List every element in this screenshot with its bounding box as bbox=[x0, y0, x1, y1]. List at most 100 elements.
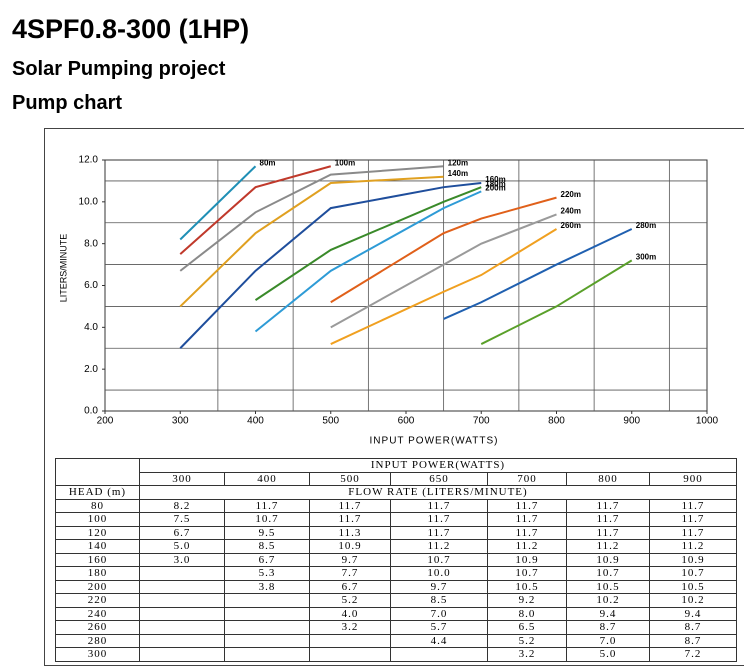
column-group-header: INPUT POWER(WATTS) bbox=[139, 458, 737, 473]
table-row: 80 8.2 11.7 11.7 11.7 11.7 11.7 11.7 bbox=[55, 498, 737, 513]
table-row: 200 3.8 6.7 9.7 10.5 10.5 10.5 bbox=[55, 579, 737, 594]
flow-cell bbox=[390, 647, 488, 662]
flow-cell: 11.2 bbox=[649, 539, 737, 554]
flow-cell: 11.2 bbox=[487, 539, 567, 554]
head-cell: 140 bbox=[55, 539, 140, 554]
series-line bbox=[443, 228, 633, 320]
table-row: 220 5.2 8.5 9.2 10.2 10.2 bbox=[55, 593, 737, 608]
series-label: 100m bbox=[335, 158, 355, 167]
flow-cell bbox=[139, 606, 225, 621]
flow-cell bbox=[139, 620, 225, 635]
series-line bbox=[179, 165, 332, 255]
flow-cell: 4.0 bbox=[309, 606, 391, 621]
series-label: 240m bbox=[561, 206, 581, 215]
flow-cell: 8.5 bbox=[390, 593, 488, 608]
y-tick-label: 8.0 bbox=[84, 238, 98, 249]
table-row: 260 3.2 5.7 6.5 8.7 8.7 bbox=[55, 620, 737, 635]
table-row: 180 5.3 7.7 10.0 10.7 10.7 10.7 bbox=[55, 566, 737, 581]
series-line bbox=[179, 182, 482, 349]
flow-cell: 11.7 bbox=[649, 498, 737, 513]
series-line bbox=[179, 165, 444, 272]
table-row: 140 5.0 8.5 10.9 11.2 11.2 11.2 11.2 bbox=[55, 539, 737, 554]
x-tick-label: 600 bbox=[398, 416, 415, 427]
head-cell: 200 bbox=[55, 579, 140, 594]
flow-cell: 10.9 bbox=[649, 552, 737, 567]
x-tick-label: 200 bbox=[97, 416, 114, 427]
y-axis-label: LITERS/MINUTE bbox=[58, 234, 68, 303]
series-line bbox=[330, 213, 557, 329]
flow-cell: 9.4 bbox=[649, 606, 737, 621]
series-label: 260m bbox=[561, 221, 581, 230]
x-tick-label: 300 bbox=[172, 416, 189, 427]
flow-cell: 11.7 bbox=[566, 525, 650, 540]
head-cell: 280 bbox=[55, 633, 140, 648]
table-row: 280 4.4 5.2 7.0 8.7 bbox=[55, 633, 737, 648]
column-header: 900 bbox=[649, 471, 737, 486]
x-tick-label: 1000 bbox=[696, 416, 719, 427]
head-cell: 220 bbox=[55, 593, 140, 608]
subheader: FLOW RATE (LITERS/MINUTE) bbox=[139, 485, 737, 500]
flow-cell: 11.7 bbox=[649, 525, 737, 540]
flow-cell: 3.8 bbox=[224, 579, 310, 594]
y-tick-label: 12.0 bbox=[79, 155, 99, 166]
y-tick-label: 10.0 bbox=[79, 196, 99, 207]
head-cell: 300 bbox=[55, 647, 140, 662]
series-line bbox=[480, 259, 633, 345]
table-row: 240 4.0 7.0 8.0 9.4 9.4 bbox=[55, 606, 737, 621]
flow-cell: 11.7 bbox=[566, 498, 650, 513]
column-header: 650 bbox=[390, 471, 488, 486]
flow-cell: 9.2 bbox=[487, 593, 567, 608]
flow-cell: 6.7 bbox=[309, 579, 391, 594]
x-tick-label: 400 bbox=[247, 416, 264, 427]
table-row: 300 3.2 5.0 7.2 bbox=[55, 647, 737, 662]
table-row: 160 3.0 6.7 9.7 10.7 10.9 10.9 10.9 bbox=[55, 552, 737, 567]
flow-cell: 11.2 bbox=[566, 539, 650, 554]
flow-cell: 5.0 bbox=[566, 647, 650, 662]
flow-cell bbox=[309, 633, 391, 648]
flow-cell: 11.3 bbox=[309, 525, 391, 540]
series-line bbox=[254, 186, 482, 301]
x-tick-label: 900 bbox=[623, 416, 640, 427]
chart: LITERS/MINUTE INPUT POWER(WATTS) 200 300 4… bbox=[58, 155, 719, 447]
y-tick-label: 6.0 bbox=[84, 280, 98, 291]
head-cell: 80 bbox=[55, 498, 140, 513]
table-row: 100 7.5 10.7 11.7 11.7 11.7 11.7 11.7 bbox=[55, 512, 737, 527]
flow-cell: 10.2 bbox=[566, 593, 650, 608]
flow-cell: 11.7 bbox=[309, 498, 391, 513]
flow-cell bbox=[139, 579, 225, 594]
flow-cell bbox=[139, 593, 225, 608]
flow-cell bbox=[139, 566, 225, 581]
series-label: 140m bbox=[448, 169, 468, 178]
series-line bbox=[330, 196, 557, 304]
flow-cell bbox=[224, 633, 310, 648]
flow-cell: 7.7 bbox=[309, 566, 391, 581]
series-label: 220m bbox=[561, 190, 581, 199]
flow-cell: 10.7 bbox=[487, 566, 567, 581]
flow-cell bbox=[139, 633, 225, 648]
flow-cell: 10.7 bbox=[390, 552, 488, 567]
flow-cell: 5.0 bbox=[139, 539, 225, 554]
head-cell: 160 bbox=[55, 552, 140, 567]
y-tick-label: 0.0 bbox=[84, 406, 98, 417]
flow-cell: 10.9 bbox=[487, 552, 567, 567]
flow-cell: 10.7 bbox=[649, 566, 737, 581]
flow-cell: 10.0 bbox=[390, 566, 488, 581]
flow-cell: 8.5 bbox=[224, 539, 310, 554]
flow-cell: 10.7 bbox=[566, 566, 650, 581]
column-header: 300 bbox=[139, 471, 225, 486]
flow-table: INPUT POWER(WATTS) 300 400 500 650 700 800 900 H… bbox=[55, 458, 737, 662]
x-tick-label: 500 bbox=[322, 416, 339, 427]
flow-cell bbox=[224, 593, 310, 608]
head-cell: 100 bbox=[55, 512, 140, 527]
section-title: Pump chart bbox=[12, 92, 123, 114]
flow-cell: 5.2 bbox=[309, 593, 391, 608]
flow-cell: 3.0 bbox=[139, 552, 225, 567]
flow-cell: 3.2 bbox=[309, 620, 391, 635]
y-tick-label: 4.0 bbox=[84, 322, 98, 333]
series-line bbox=[179, 175, 444, 308]
series-label: 180m bbox=[485, 179, 505, 188]
flow-cell: 11.7 bbox=[309, 512, 391, 527]
head-cell: 120 bbox=[55, 525, 140, 540]
x-tick-label: 800 bbox=[548, 416, 565, 427]
